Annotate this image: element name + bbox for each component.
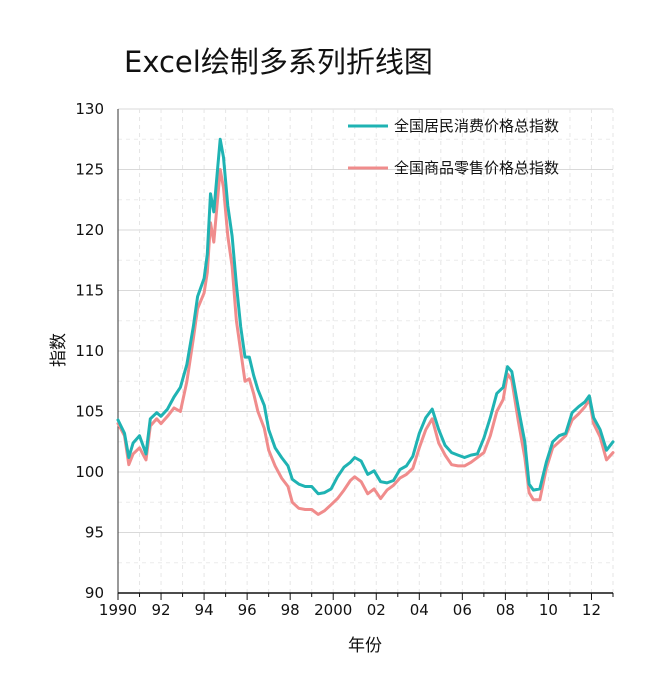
y-tick-label: 105 [75, 403, 104, 421]
legend-label-2: 全国商品零售价格总指数 [394, 159, 559, 177]
x-tick-label: 92 [151, 601, 170, 619]
x-axis-label: 年份 [348, 636, 382, 656]
x-tick-label: 96 [238, 601, 257, 619]
y-axis-label: 指数 [49, 333, 69, 367]
series-line-1 [116, 137, 615, 496]
y-tick-label: 110 [75, 342, 104, 360]
gridlines [118, 108, 614, 593]
x-tick-label: 2000 [314, 601, 352, 619]
series-line-2 [116, 168, 615, 516]
y-tick-label: 130 [75, 100, 104, 118]
x-tick-label: 94 [195, 601, 214, 619]
y-tick-label: 100 [75, 463, 104, 481]
x-tick-label: 06 [453, 601, 472, 619]
x-tick-label: 12 [582, 601, 601, 619]
x-tick-label: 1990 [99, 601, 137, 619]
y-tick-label: 95 [85, 524, 104, 542]
y-tick-label: 125 [75, 161, 104, 179]
x-tick-label: 08 [496, 601, 515, 619]
x-tick-label: 04 [410, 601, 429, 619]
series-lines [116, 137, 615, 516]
x-tick-label: 10 [539, 601, 558, 619]
x-tick-label: 98 [281, 601, 300, 619]
chart-title: Excel绘制多系列折线图 [124, 45, 433, 79]
axes [117, 109, 614, 600]
y-tick-label: 115 [75, 282, 104, 300]
y-tick-label: 90 [85, 584, 104, 602]
x-tick-label: 02 [367, 601, 386, 619]
tick-labels: 90 95 100 105 110 115 120 125 130 1990 92 94 96 98 200… [75, 100, 601, 619]
legend-label-1: 全国居民消费价格总指数 [394, 117, 559, 135]
y-tick-label: 120 [75, 221, 104, 239]
